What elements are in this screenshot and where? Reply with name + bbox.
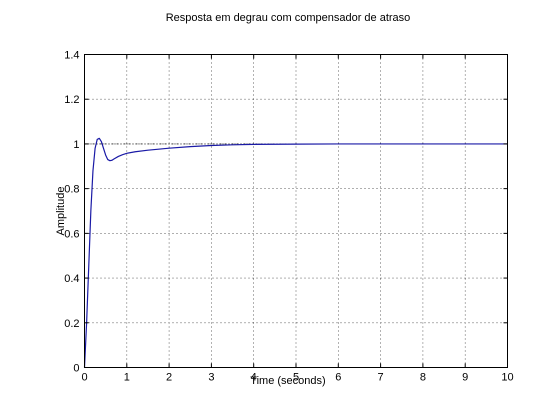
x-tick-label: 0	[81, 372, 87, 384]
x-tick-label: 3	[208, 372, 214, 384]
series-group	[83, 137, 508, 368]
axis-ticks	[84, 54, 508, 368]
x-tick-label: 4	[251, 372, 257, 384]
x-tick-labels: 0 1 2 3 4 5 6 7 8 9 10	[81, 372, 513, 384]
chart-title: Resposta em degrau com compensador de at…	[166, 12, 411, 24]
x-tick-label: 6	[335, 372, 341, 384]
x-tick-label: 7	[378, 372, 384, 384]
x-tick-label: 2	[166, 372, 172, 384]
x-tick-label: 9	[462, 372, 468, 384]
y-tick-labels: 0 0.2 0.4 0.6 0.8 1 1.2 1.4	[64, 50, 79, 375]
x-tick-label: 8	[420, 372, 426, 384]
x-axis-label: Time (seconds)	[250, 375, 325, 387]
x-tick-label: 10	[501, 372, 513, 384]
x-tick-label: 5	[293, 372, 299, 384]
y-tick-label: 1	[73, 139, 79, 151]
y-axis-label: Amplitude	[55, 187, 67, 236]
y-tick-label: 0.6	[64, 228, 79, 240]
y-tick-label: 0.8	[64, 184, 79, 196]
y-tick-label: 0.4	[64, 273, 79, 285]
x-tick-label: 1	[124, 372, 130, 384]
y-tick-label: 1.4	[64, 50, 79, 62]
y-tick-label: 1.2	[64, 94, 79, 106]
y-tick-label: 0.2	[64, 318, 79, 330]
step-response-line	[83, 137, 508, 368]
y-tick-label: 0	[73, 363, 79, 375]
